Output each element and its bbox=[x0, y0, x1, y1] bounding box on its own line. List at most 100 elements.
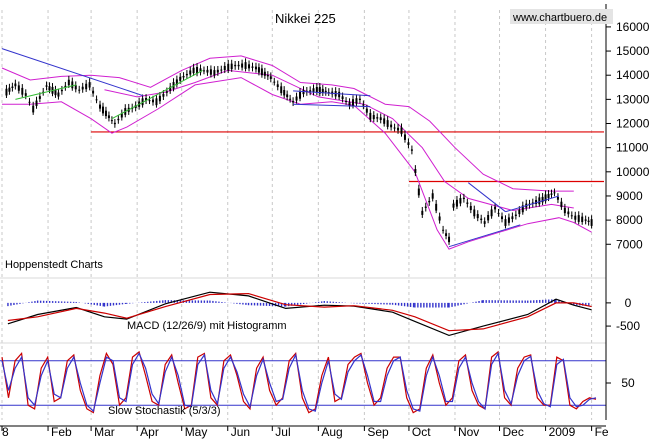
price-body bbox=[442, 229, 445, 231]
price-body bbox=[104, 110, 107, 117]
price-body bbox=[345, 100, 348, 102]
price-body bbox=[28, 101, 31, 103]
price-body bbox=[587, 220, 590, 222]
price-body bbox=[428, 200, 431, 203]
price-body bbox=[107, 115, 110, 119]
price-body bbox=[45, 85, 48, 87]
price-body bbox=[547, 193, 550, 198]
price-body bbox=[538, 197, 541, 205]
price-body bbox=[81, 86, 84, 90]
price-body bbox=[365, 108, 368, 113]
bollinger-upper bbox=[1, 55, 574, 192]
price-body bbox=[302, 90, 305, 95]
price-body bbox=[511, 216, 514, 220]
price-body bbox=[120, 113, 123, 118]
price-body bbox=[113, 122, 116, 125]
price-body bbox=[383, 118, 386, 124]
trendline bbox=[111, 69, 203, 120]
price-body bbox=[92, 90, 95, 94]
price-body bbox=[560, 201, 563, 208]
price-body bbox=[521, 205, 524, 213]
price-body bbox=[315, 86, 318, 93]
price-body bbox=[480, 218, 483, 220]
price-body bbox=[362, 104, 365, 106]
y-tick-label: 8000 bbox=[616, 213, 643, 227]
price-body bbox=[490, 209, 493, 217]
price-body bbox=[414, 168, 417, 174]
trendline bbox=[15, 84, 77, 100]
trendline bbox=[448, 224, 521, 248]
price-body bbox=[95, 99, 98, 101]
macd-panel bbox=[7, 291, 592, 337]
price-body bbox=[410, 149, 413, 151]
x-tick-label: Sep bbox=[367, 425, 389, 439]
price-body bbox=[351, 99, 354, 106]
price-body bbox=[574, 215, 577, 220]
price-body bbox=[11, 86, 14, 88]
price-body bbox=[251, 66, 254, 68]
x-tick-label: Oct bbox=[412, 425, 431, 439]
price-body bbox=[556, 197, 559, 200]
macd-signal-line bbox=[7, 292, 592, 332]
price-body bbox=[216, 69, 219, 73]
price-body bbox=[407, 142, 410, 145]
price-body bbox=[338, 91, 341, 98]
price-body bbox=[169, 86, 172, 91]
price-body bbox=[35, 100, 38, 106]
price-body bbox=[254, 66, 257, 70]
stochastic-d-line bbox=[1, 351, 597, 413]
price-body bbox=[376, 117, 379, 119]
price-body bbox=[577, 215, 580, 222]
price-body bbox=[424, 206, 427, 208]
x-tick-label: Nov bbox=[458, 425, 479, 439]
price-body bbox=[590, 219, 593, 226]
price-body bbox=[67, 79, 70, 86]
price-body bbox=[372, 115, 375, 120]
y-tick-label: 16000 bbox=[616, 20, 650, 34]
price-body bbox=[158, 95, 161, 102]
y-tick-label: 14000 bbox=[616, 68, 650, 82]
price-body bbox=[206, 69, 209, 73]
price-body bbox=[318, 86, 321, 94]
price-body bbox=[452, 203, 455, 208]
price-body bbox=[393, 127, 396, 129]
price-body bbox=[348, 102, 351, 107]
price-body bbox=[14, 83, 17, 87]
price-body bbox=[431, 193, 434, 199]
price-body bbox=[469, 206, 472, 211]
x-tick-label: 8 bbox=[2, 425, 9, 439]
price-body bbox=[189, 70, 192, 75]
price-body bbox=[497, 212, 500, 214]
price-body bbox=[570, 215, 573, 217]
price-body bbox=[196, 66, 199, 74]
macd-line bbox=[7, 291, 592, 337]
price-body bbox=[280, 86, 283, 94]
price-body bbox=[244, 62, 247, 69]
price-body bbox=[445, 233, 448, 236]
x-tick-label: Feb bbox=[51, 425, 72, 439]
price-body bbox=[71, 81, 74, 89]
price-body bbox=[199, 68, 202, 73]
price-body bbox=[553, 192, 556, 194]
price-body bbox=[162, 93, 165, 97]
y-tick-label: 15000 bbox=[616, 44, 650, 58]
price-body bbox=[535, 199, 538, 205]
price-body bbox=[462, 197, 465, 200]
price-body bbox=[192, 67, 195, 74]
price-body bbox=[21, 87, 24, 95]
price-body bbox=[234, 64, 237, 67]
price-body bbox=[400, 127, 403, 135]
price-body bbox=[78, 89, 81, 91]
axes: 16000 15000 14000 13000 12000 11000 10000 9000 8… bbox=[0, 4, 650, 439]
price-body bbox=[24, 93, 27, 96]
price-body bbox=[263, 71, 266, 76]
price-body bbox=[165, 91, 168, 93]
price-body bbox=[230, 63, 233, 70]
price-body bbox=[473, 209, 476, 217]
price-body bbox=[312, 88, 315, 93]
price-body bbox=[175, 79, 178, 85]
price-body bbox=[248, 64, 251, 69]
trendline bbox=[467, 182, 506, 213]
trendline bbox=[293, 103, 371, 108]
price-body bbox=[448, 236, 451, 243]
